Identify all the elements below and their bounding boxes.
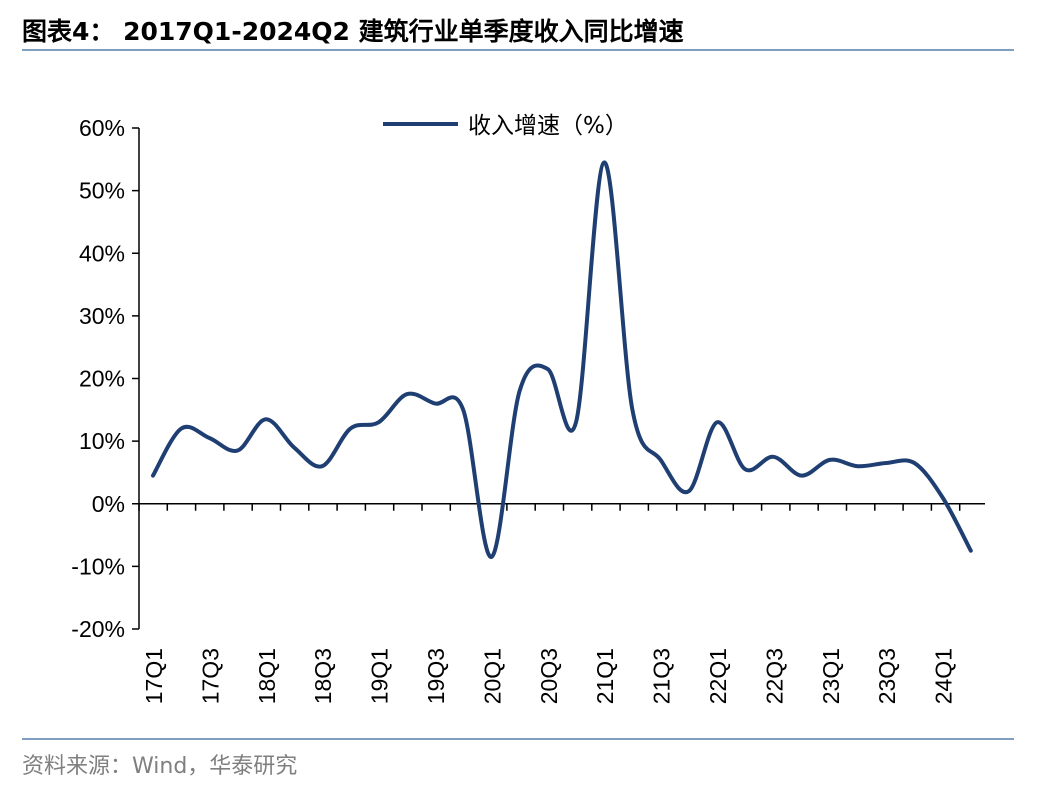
x-tick-label: 19Q3 [423, 648, 449, 704]
y-tick-label: -20% [71, 616, 125, 642]
series-layer [151, 160, 973, 560]
y-tick-label: 10% [79, 428, 125, 454]
x-tick-label: 23Q1 [818, 648, 844, 704]
data-point [771, 454, 776, 459]
data-point [630, 407, 635, 412]
data-point [574, 420, 579, 425]
x-tick-label: 22Q1 [705, 648, 731, 704]
data-point [884, 461, 889, 466]
data-point [799, 473, 804, 478]
source-divider [22, 738, 1014, 740]
y-tick-label: 20% [79, 366, 125, 392]
data-point [433, 401, 438, 406]
x-tick-label: 24Q1 [931, 648, 957, 704]
data-point [235, 448, 240, 453]
legend: 收入增速（%） [383, 113, 628, 139]
data-point [151, 473, 156, 478]
x-tick-label: 17Q1 [141, 648, 167, 704]
x-tick-label: 17Q3 [197, 648, 223, 704]
data-point [827, 457, 832, 462]
y-tick-label: -10% [71, 553, 125, 579]
x-tick-label: 21Q3 [649, 648, 675, 704]
data-point [658, 457, 663, 462]
x-tick-label: 23Q3 [874, 648, 900, 704]
data-point [517, 389, 522, 394]
data-point [602, 160, 607, 165]
data-point [348, 426, 353, 431]
series-line [151, 160, 973, 560]
x-tick-label: 19Q1 [367, 648, 393, 704]
y-tick-label: 0% [92, 491, 125, 517]
y-tick-label: 30% [79, 303, 125, 329]
y-axis: -20% -10% 0% 10% 20% 30% 40% 50% 60% [71, 115, 140, 642]
data-point [940, 495, 945, 500]
x-tick-label: 22Q3 [761, 648, 787, 704]
data-point [743, 467, 748, 472]
data-point [320, 464, 325, 469]
x-axis: 17Q1 17Q3 18Q1 18Q3 19Q1 19Q3 20Q1 20Q3 21Q1 21Q3… [138, 503, 985, 704]
data-point [263, 417, 268, 422]
x-tick-label: 18Q1 [254, 648, 280, 704]
figure-title: 图表4： 2017Q1-2024Q2 建筑行业单季度收入同比增速 [22, 17, 684, 46]
x-tick-label: 20Q3 [536, 648, 562, 704]
data-point [179, 426, 184, 431]
data-point [912, 461, 917, 466]
data-point [292, 445, 297, 450]
legend-label: 收入增速（%） [468, 113, 628, 139]
y-tick-label: 40% [79, 240, 125, 266]
title-divider [22, 49, 1014, 51]
x-tick-label: 21Q1 [592, 648, 618, 704]
data-point [404, 392, 409, 397]
data-point [856, 464, 861, 469]
data-point [461, 407, 466, 412]
data-point [207, 435, 212, 440]
y-tick-label: 60% [79, 115, 125, 141]
data-point [715, 420, 720, 425]
x-tick-label: 18Q3 [310, 648, 336, 704]
data-point [545, 367, 550, 372]
data-point [686, 489, 691, 494]
data-point [489, 554, 494, 559]
y-tick-label: 50% [79, 178, 125, 204]
data-point [376, 420, 381, 425]
data-point [968, 548, 973, 553]
source-note: 资料来源：Wind，华泰研究 [22, 754, 298, 779]
x-tick-label: 20Q1 [479, 648, 505, 704]
